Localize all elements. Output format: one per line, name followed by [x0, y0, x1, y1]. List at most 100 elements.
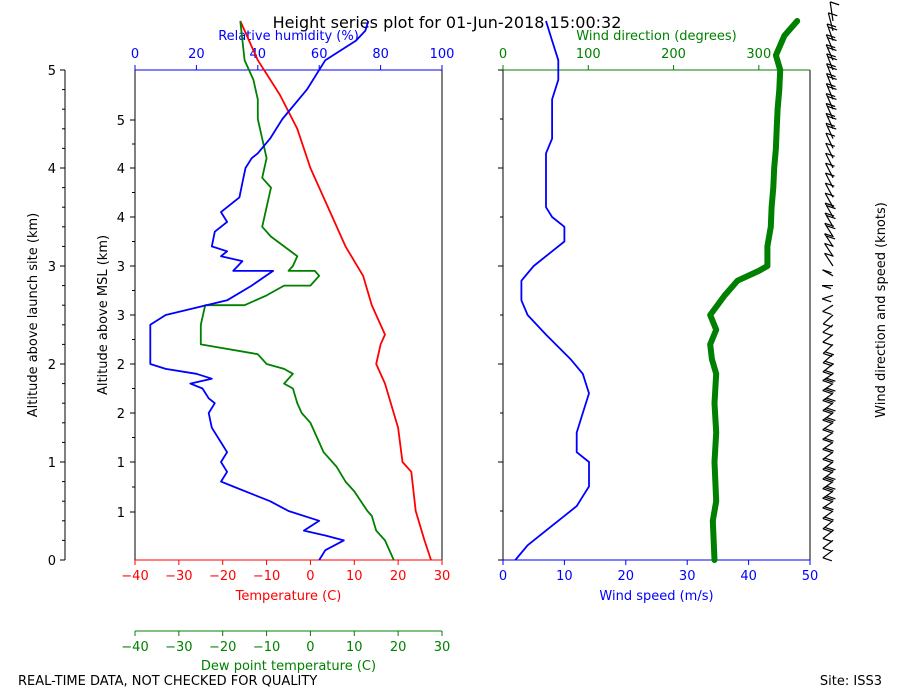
wind-barb-flag	[822, 429, 832, 434]
wind-barb-staff	[825, 113, 834, 130]
wind-barb-staff	[822, 500, 834, 509]
wind-direction-tick-label: 300	[746, 47, 771, 62]
wind-speed-tick-label: 20	[618, 569, 635, 584]
wind-barb-staff	[822, 412, 834, 421]
wind-direction-series-line	[707, 18, 801, 563]
wind-barb-flag	[827, 125, 837, 130]
wind-barb-flag	[826, 387, 836, 392]
wind-panel: 0 10 20 30 40 50 Wind speed (m/s) 0 100 200 300 Win…	[498, 1, 889, 604]
wind-barb-flag	[824, 418, 834, 423]
humidity-axis-label: Relative humidity (%)	[218, 29, 359, 44]
temperature-tick-label: 10	[346, 569, 363, 584]
wind-barb-staff	[824, 182, 834, 198]
temperature-tick-label: −30	[165, 569, 192, 584]
msl-axis-label: Altitude above MSL (km)	[96, 235, 111, 395]
wind-barb-flag	[822, 341, 833, 346]
wind-barb-flag	[822, 371, 833, 376]
wind-barb-staff	[822, 432, 834, 440]
msl-tick-label: 2	[117, 358, 125, 373]
dewpoint-tick-label: 10	[346, 640, 363, 655]
agl-tick-label: 3	[48, 260, 56, 275]
dewpoint-tick-label: −20	[209, 640, 236, 655]
wind-barb-staff	[824, 212, 834, 228]
wind-barb-staff	[822, 451, 834, 460]
site-label: Site: ISS3	[819, 674, 882, 689]
wind-speed-tick-label: 10	[556, 569, 573, 584]
wind-barb-staff	[824, 233, 834, 247]
msl-tick-label: 1	[117, 506, 125, 521]
wind-speed-axis-label: Wind speed (m/s)	[599, 589, 713, 604]
wind-barb-flag	[824, 516, 834, 521]
wind-barb-staff	[825, 103, 834, 120]
wind-barb-staff	[822, 441, 834, 450]
wind-barb-flag	[826, 205, 836, 210]
wind-speed-series-line	[514, 20, 590, 561]
dewpoint-tick-label: 0	[306, 640, 314, 655]
wind-direction-axis-label: Wind direction (degrees)	[576, 29, 736, 44]
wind-barb-flag	[829, 1, 840, 6]
wind-barb-staff	[824, 223, 834, 237]
wind-barb-flag	[822, 438, 832, 443]
wind-barb-flag	[822, 557, 833, 562]
wind-barb-flag	[822, 507, 832, 512]
wind-barb-staff	[824, 243, 834, 257]
wind-barb-flag	[823, 323, 833, 328]
msl-tick-label: 3	[117, 260, 125, 275]
wind-barb-flag	[824, 388, 834, 393]
wind-barb-staff	[822, 324, 834, 333]
wind-barb-flag	[824, 526, 834, 531]
wind-barb-flag	[822, 400, 832, 405]
wind-barb-flag	[826, 495, 836, 500]
wind-barb-flag	[824, 496, 834, 501]
wind-barb-flag	[821, 285, 832, 290]
agl-tick-label: 2	[48, 358, 56, 373]
wind-barb-staff	[822, 520, 834, 530]
wind-barb-staff	[825, 44, 834, 61]
wind-barb-flag	[824, 360, 835, 365]
wind-barb-staff	[824, 192, 834, 208]
wind-barb-flag	[824, 467, 834, 472]
wind-barb-flag	[824, 398, 834, 403]
wind-barb-staff	[825, 83, 834, 100]
wind-barb-staff	[822, 510, 834, 519]
wind-barb-flag	[825, 162, 835, 167]
wind-speed-tick-label: 40	[740, 569, 757, 584]
wind-barb-flag	[824, 506, 834, 511]
wind-barb-flag	[825, 122, 836, 127]
temperature-tick-label: 20	[390, 569, 407, 584]
temperature-tick-label: −40	[121, 569, 148, 584]
agl-tick-label: 0	[48, 554, 56, 569]
wind-direction-tick-label: 100	[576, 47, 601, 62]
wind-barb-flag	[822, 458, 832, 463]
wind-barb-flag	[822, 410, 832, 415]
wind-barb-staff	[822, 422, 834, 431]
wind-barb-flag	[822, 497, 832, 502]
wind-barb-flag	[822, 269, 832, 274]
temperature-tick-label: −10	[253, 569, 280, 584]
temperature-tick-label: 0	[306, 569, 314, 584]
wind-barb-staff	[822, 471, 834, 480]
wind-barb-flag	[824, 477, 834, 482]
wind-barb-staff	[824, 252, 834, 267]
wind-barb-flag	[826, 214, 836, 220]
dewpoint-tick-label: −40	[121, 640, 148, 655]
msl-tick-label: 1	[117, 456, 125, 471]
wind-barb-staff	[822, 383, 834, 392]
temperature-tick-label: 30	[434, 569, 451, 584]
wind-barb-flag	[825, 182, 835, 187]
wind-barb-flag	[822, 419, 832, 424]
quality-note: REAL-TIME DATA, NOT CHECKED FOR QUALITY	[18, 674, 318, 689]
dewpoint-tick-label: −30	[165, 640, 192, 655]
wind-barb-staff	[825, 123, 834, 139]
wind-barb-staff	[829, 1, 834, 22]
temperature-series-line	[239, 20, 432, 561]
wind-barb-flag	[826, 475, 836, 481]
dewpoint-tick-label: 30	[434, 640, 451, 655]
msl-tick-label: 4	[117, 211, 125, 226]
wind-barb-staff	[822, 343, 834, 354]
wind-barb-staff	[822, 402, 834, 412]
wind-barb-flag	[826, 225, 836, 230]
wind-barb-flag	[825, 142, 835, 147]
